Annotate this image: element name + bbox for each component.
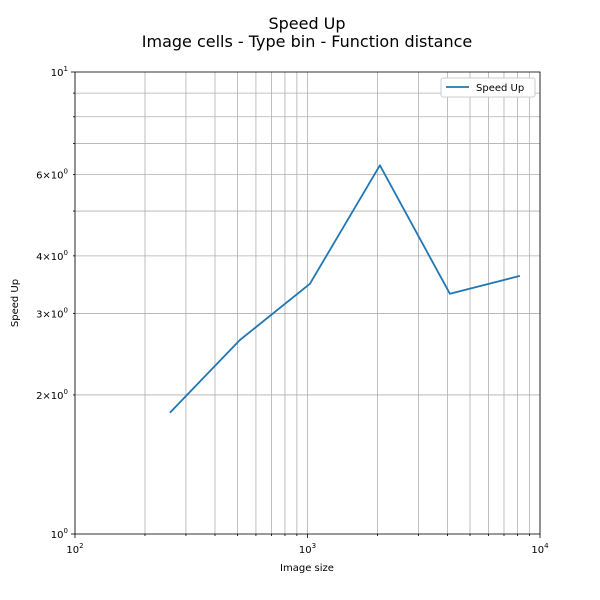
chart-subtitle: Image cells - Type bin - Function distan… (142, 32, 472, 51)
y-tick-label: 100 (51, 527, 68, 541)
x-tick-label: 103 (299, 542, 316, 556)
tick-marks (71, 71, 541, 538)
y-tick-label: 3×100 (36, 307, 68, 321)
legend: Speed Up (440, 77, 536, 98)
y-tick-label: 6×100 (36, 167, 68, 181)
x-tick-label: 102 (66, 542, 83, 556)
x-axis-label: Image size (280, 563, 334, 574)
y-tick-label: 2×100 (36, 388, 68, 402)
y-tick-label: 101 (51, 65, 68, 79)
series-group (169, 164, 521, 414)
x-tick-label: 104 (531, 542, 549, 556)
legend-label: Speed Up (476, 83, 524, 94)
y-axis-label: Speed Up (10, 279, 21, 327)
tick-labels: 102 103 104 100 2×100 3×100 4×100 6×100 101 (36, 65, 549, 556)
y-tick-label: 4×100 (36, 249, 68, 263)
legend-box (440, 77, 536, 98)
grid-lines (74, 72, 541, 534)
series-line-speed-up (169, 164, 521, 414)
chart-title: Speed Up (268, 14, 345, 33)
